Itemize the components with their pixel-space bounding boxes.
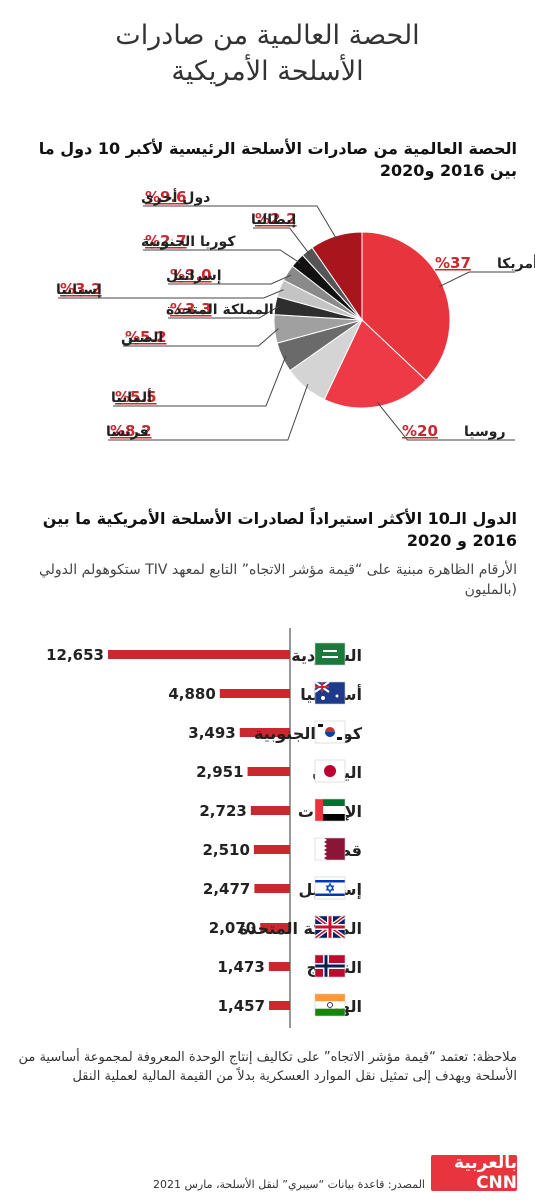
pie-leader-line bbox=[143, 249, 301, 264]
pie-leader-line bbox=[58, 289, 284, 299]
pie-slice-percent: %3.3 bbox=[170, 300, 212, 318]
pie-slice-percent: %3.2 bbox=[60, 280, 102, 298]
pie-slice-name: كوريا الجنوبية bbox=[141, 234, 236, 250]
pie-slice-percent: %2.2 bbox=[255, 210, 297, 228]
pie-slice-percent: %2.7 bbox=[145, 232, 187, 250]
qatar-flag-icon bbox=[314, 837, 346, 861]
saudi-flag-icon bbox=[314, 642, 346, 666]
bar bbox=[269, 1001, 290, 1010]
pie-slice-percent: %20 bbox=[402, 422, 438, 440]
pie-slice bbox=[323, 319, 427, 409]
india-flag-icon bbox=[314, 993, 346, 1017]
pie-slice-name: إسبانيا bbox=[56, 282, 102, 298]
bar-chart-subtitle: الأرقام الظاهرة مبنية على “قيمة مؤشر الا… bbox=[38, 562, 517, 598]
south-korea-flag-icon bbox=[314, 720, 346, 744]
footnote: ملاحظة: تعتمد “قيمة مؤشر الاتجاه” على تك… bbox=[18, 1050, 517, 1084]
source-text: المصدر: قاعدة بيانات “سيبري” لنقل الأسلح… bbox=[152, 1178, 425, 1191]
cnn-arabic-logo: بالعربية CNN bbox=[431, 1153, 517, 1193]
norway-flag-icon bbox=[314, 954, 346, 978]
pie-slice-name: الصين bbox=[121, 330, 163, 346]
logo-text: بالعربية CNN bbox=[454, 1153, 517, 1193]
uk-flag-icon bbox=[313, 914, 347, 940]
bar bbox=[219, 689, 290, 698]
pie-leader-line bbox=[377, 402, 515, 441]
bar-value-label: 2,070 bbox=[209, 919, 256, 937]
pie-leader-line bbox=[438, 271, 515, 288]
pie-slice-name: ألمانيا bbox=[111, 388, 152, 406]
pie-leader-line bbox=[108, 384, 309, 441]
bar-value-label: 2,951 bbox=[196, 763, 243, 781]
bar bbox=[108, 650, 290, 659]
title-line-2: الأسلحة الأمريكية bbox=[171, 56, 364, 87]
page-title: الحصة العالمية من صادرات الأسلحة الأمريك… bbox=[20, 18, 515, 90]
israel-flag-icon bbox=[314, 876, 346, 900]
bar bbox=[260, 923, 290, 932]
pie-slice bbox=[311, 231, 363, 322]
pie-leader-line bbox=[168, 305, 280, 319]
bar-value-label: 4,880 bbox=[168, 685, 215, 703]
pie-leader-line bbox=[143, 205, 338, 241]
uae-flag-icon bbox=[314, 798, 346, 822]
pie-slice-percent: %5.5 bbox=[115, 388, 157, 406]
title-line-1: الحصة العالمية من صادرات bbox=[115, 20, 420, 51]
pie-slice-percent: %8.2 bbox=[110, 422, 152, 440]
pie-slice-name: المملكة المتحدة bbox=[166, 302, 274, 318]
japan-flag-icon bbox=[314, 759, 346, 783]
bar-value-label: 3,493 bbox=[188, 724, 235, 742]
pie-slice-name: أمريكا bbox=[497, 254, 535, 272]
pie-slice-name: روسيا bbox=[464, 424, 506, 440]
pie-chart-title: الحصة العالمية من صادرات الأسلحة الرئيسي… bbox=[38, 139, 517, 180]
bar bbox=[268, 962, 290, 971]
pie-slice-name: دول أخرى bbox=[141, 188, 210, 206]
bar bbox=[247, 767, 290, 776]
bar-category-label: كوريا الجنوبية bbox=[254, 724, 363, 743]
pie-slice-name: فرنسا bbox=[106, 424, 149, 440]
pie-leader-line bbox=[168, 274, 292, 285]
pie-slice-percent: %3.0 bbox=[170, 266, 212, 284]
bar bbox=[254, 884, 290, 893]
bar-value-label: 2,723 bbox=[199, 802, 246, 820]
pie-slice-percent: %5.2 bbox=[125, 328, 167, 346]
pie-slice-percent: %37 bbox=[435, 254, 471, 272]
bar bbox=[250, 806, 290, 815]
pie-leader-line bbox=[123, 328, 279, 347]
bar bbox=[239, 728, 290, 737]
bar-value-label: 1,473 bbox=[217, 958, 264, 976]
pie-slice-name: إيطاليا bbox=[251, 212, 296, 228]
bar-value-label: 2,510 bbox=[202, 841, 249, 859]
bar-chart-title: الدول الـ10 الأكثر استيراداً لصادرات الأ… bbox=[42, 509, 517, 550]
bar bbox=[253, 845, 290, 854]
pie-leader-line bbox=[113, 355, 287, 407]
bar-value-label: 1,457 bbox=[218, 997, 265, 1015]
bar-value-label: 2,477 bbox=[203, 880, 250, 898]
pie-leader-line bbox=[253, 227, 311, 255]
bar-value-label: 12,653 bbox=[46, 646, 104, 664]
australia-flag-icon bbox=[314, 681, 346, 705]
pie-slice-percent: %9.6 bbox=[145, 188, 187, 206]
pie-slice-name: إسرائيل bbox=[166, 268, 222, 284]
